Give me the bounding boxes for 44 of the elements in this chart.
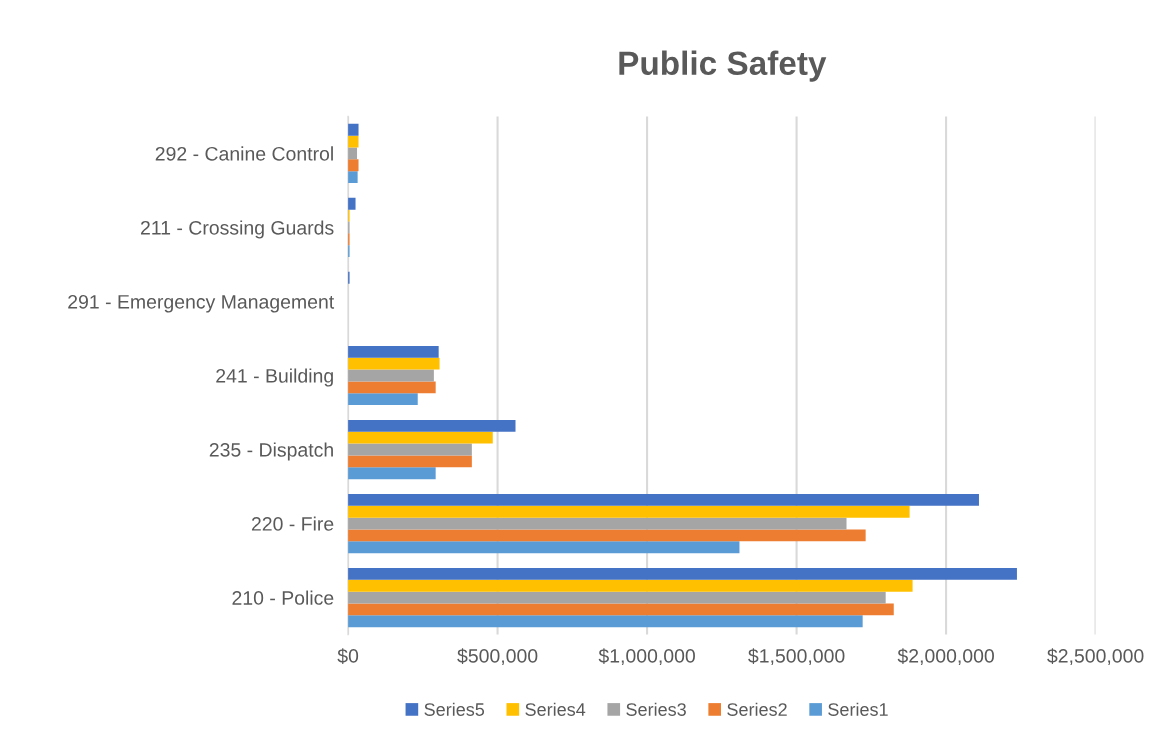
bar	[348, 567, 1017, 580]
y-tick-label: 241 - Building	[216, 368, 333, 387]
bar	[348, 615, 863, 628]
legend-label: Series2	[727, 702, 787, 716]
bar	[348, 369, 434, 382]
y-tick-label: 292 - Canine Control	[155, 146, 333, 161]
bar	[348, 197, 356, 210]
y-tick-label: 220 - Fire	[251, 516, 334, 531]
bar	[348, 147, 358, 160]
y-tick-label: 235 - Dispatch	[209, 442, 333, 461]
legend-label: Series5	[424, 702, 485, 716]
bar	[348, 505, 910, 518]
bar	[348, 579, 913, 592]
bar	[348, 419, 516, 432]
x-tick-label: $1,000,000	[598, 648, 695, 666]
x-tick-label: $2,000,000	[897, 648, 994, 666]
bar	[348, 591, 886, 604]
bar	[348, 123, 359, 136]
x-tick-label: $1,500,000	[748, 648, 845, 666]
bar	[348, 381, 436, 394]
bar	[348, 431, 493, 444]
chart-title: Public Safety	[619, 50, 827, 82]
y-tick-label: 291 - Emergency Management	[68, 294, 335, 313]
bar	[348, 493, 979, 506]
x-tick-label: $500,000	[457, 648, 538, 666]
bar	[348, 171, 358, 184]
legend-label: Series1	[828, 702, 888, 716]
y-tick-label: 211 - Crossing Guards	[140, 220, 334, 239]
y-tick-label: 210 - Police	[232, 590, 334, 605]
bar	[348, 393, 418, 406]
x-tick-label: $0	[337, 648, 359, 664]
legend-label: Series4	[525, 702, 586, 716]
bar	[348, 345, 439, 358]
bar	[348, 357, 440, 370]
bar	[348, 443, 472, 456]
legend-label: Series3	[626, 702, 686, 716]
bar	[348, 467, 436, 480]
bar	[348, 455, 472, 468]
bar	[348, 517, 847, 530]
x-tick-label: $2,500,000	[1047, 648, 1144, 666]
bar	[348, 159, 359, 172]
bar	[348, 529, 866, 542]
bar	[348, 603, 894, 616]
bar	[348, 541, 740, 554]
